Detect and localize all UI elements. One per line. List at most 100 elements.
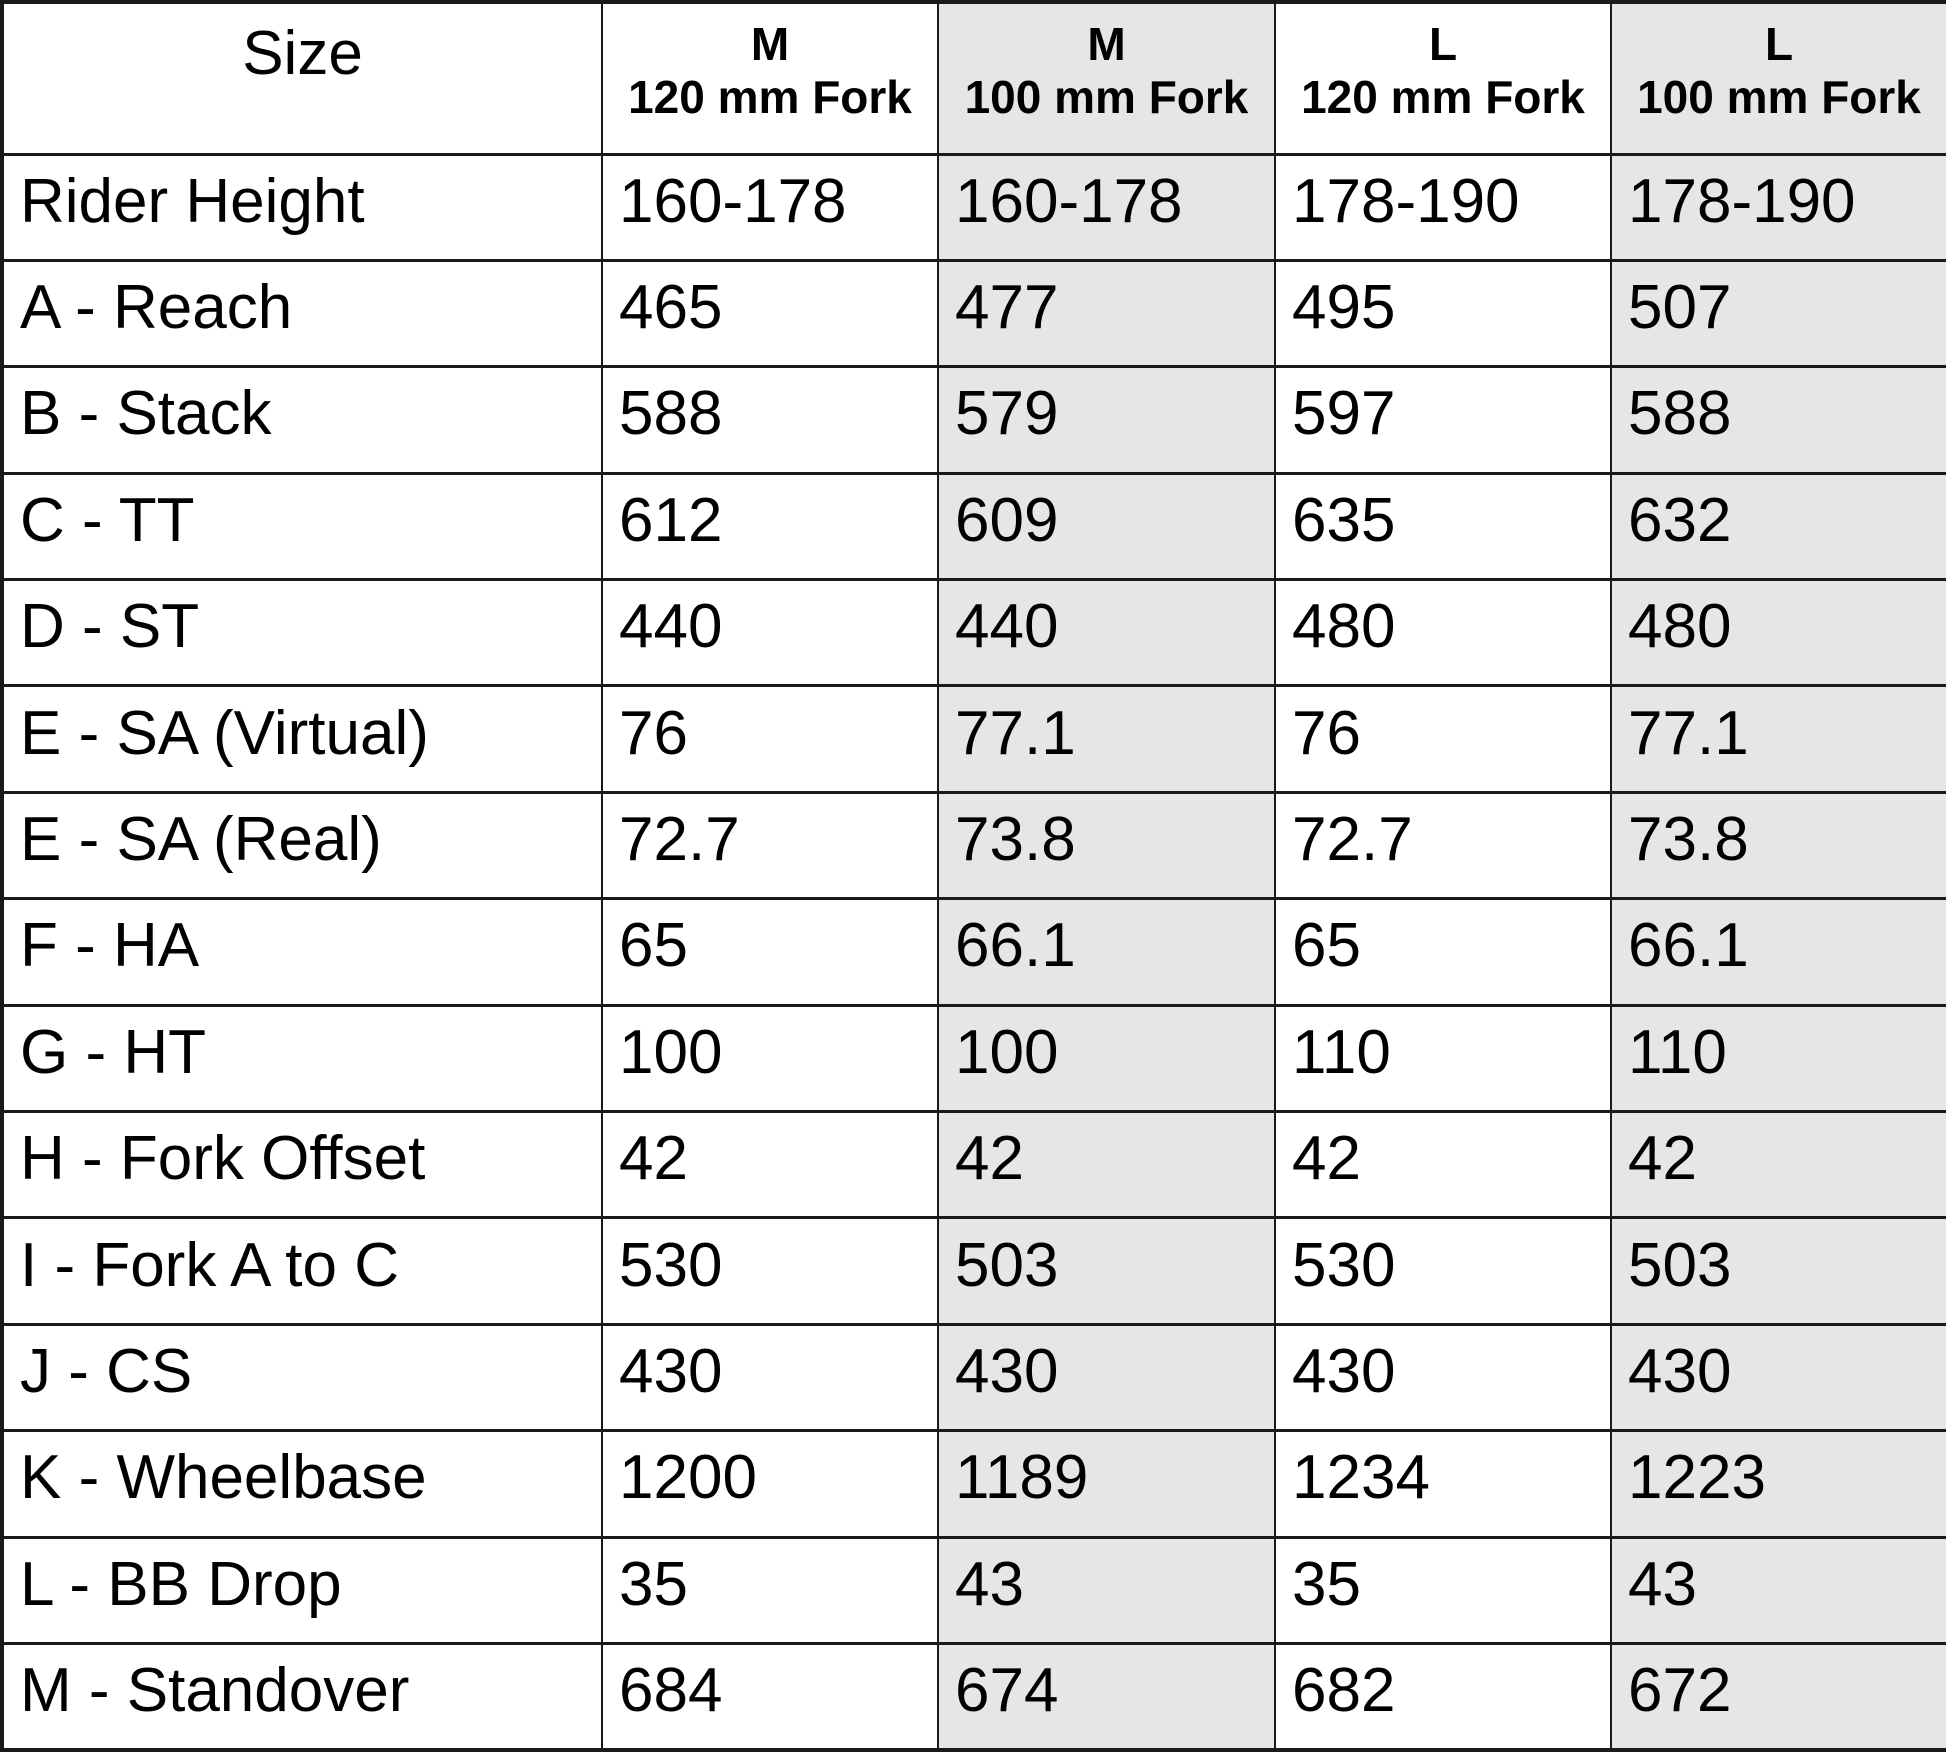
table-row: H - Fork Offset 42 42 42 42 [1, 1110, 1946, 1220]
cell-value: 35 [1274, 1535, 1612, 1645]
row-label: C - TT [1, 471, 603, 582]
cell-value: 597 [1274, 365, 1612, 475]
cell-value: 1189 [937, 1429, 1276, 1539]
cell-value: 430 [937, 1322, 1276, 1433]
cell-value: 430 [601, 1322, 939, 1433]
cell-value: 503 [1610, 1216, 1946, 1326]
cell-value: 480 [1274, 578, 1612, 688]
cell-value: 609 [937, 471, 1276, 582]
cell-value: 77.1 [1610, 684, 1946, 794]
column-header-fork-travel: 120 mm Fork [628, 71, 912, 123]
header-row: Size M 120 mm Fork M 100 mm Fork L 120 m… [1, 0, 1946, 156]
row-label: B - Stack [1, 365, 603, 475]
cell-value: 72.7 [1274, 790, 1612, 901]
column-header-m-120-mm-fork: M 120 mm Fork [601, 0, 939, 156]
table-row: G - HT 100 100 110 110 [1, 1003, 1946, 1114]
cell-value: 503 [937, 1216, 1276, 1326]
cell-value: 507 [1610, 258, 1946, 369]
cell-value: 42 [1610, 1110, 1946, 1220]
row-label: M - Standover [1, 1641, 603, 1752]
cell-value: 35 [601, 1535, 939, 1645]
cell-value: 160-178 [601, 152, 939, 262]
column-header-fork-travel: 120 mm Fork [1301, 71, 1585, 123]
cell-value: 73.8 [1610, 790, 1946, 901]
cell-value: 612 [601, 471, 939, 582]
cell-value: 588 [1610, 365, 1946, 475]
cell-value: 110 [1274, 1003, 1612, 1114]
cell-value: 73.8 [937, 790, 1276, 901]
row-label: E - SA (Real) [1, 790, 603, 901]
row-label: G - HT [1, 1003, 603, 1114]
cell-value: 530 [601, 1216, 939, 1326]
row-label: E - SA (Virtual) [1, 684, 603, 794]
table-row: A - Reach 465 477 495 507 [1, 258, 1946, 369]
cell-value: 495 [1274, 258, 1612, 369]
row-label: K - Wheelbase [1, 1429, 603, 1539]
table-row: E - SA (Virtual) 76 77.1 76 77.1 [1, 684, 1946, 794]
cell-value: 465 [601, 258, 939, 369]
cell-value: 42 [601, 1110, 939, 1220]
column-header-size-letter: M [1087, 18, 1126, 70]
cell-value: 674 [937, 1641, 1276, 1752]
cell-value: 110 [1610, 1003, 1946, 1114]
cell-value: 530 [1274, 1216, 1612, 1326]
row-label: I - Fork A to C [1, 1216, 603, 1326]
cell-value: 588 [601, 365, 939, 475]
cell-value: 1200 [601, 1429, 939, 1539]
table-row: C - TT 612 609 635 632 [1, 471, 1946, 582]
cell-value: 632 [1610, 471, 1946, 582]
cell-value: 42 [1274, 1110, 1612, 1220]
cell-value: 1223 [1610, 1429, 1946, 1539]
cell-value: 42 [937, 1110, 1276, 1220]
column-header-fork-travel: 100 mm Fork [1637, 71, 1921, 123]
table-row: B - Stack 588 579 597 588 [1, 365, 1946, 475]
cell-value: 76 [601, 684, 939, 794]
column-header-size-letter: L [1428, 18, 1458, 70]
cell-value: 65 [1274, 897, 1612, 1007]
cell-value: 682 [1274, 1641, 1612, 1752]
cell-value: 178-190 [1610, 152, 1946, 262]
cell-value: 440 [937, 578, 1276, 688]
table-row: L - BB Drop 35 43 35 43 [1, 1535, 1946, 1645]
table-row: E - SA (Real) 72.7 73.8 72.7 73.8 [1, 790, 1946, 901]
cell-value: 43 [1610, 1535, 1946, 1645]
cell-value: 43 [937, 1535, 1276, 1645]
table-row: J - CS 430 430 430 430 [1, 1322, 1946, 1433]
row-label: H - Fork Offset [1, 1110, 603, 1220]
cell-value: 440 [601, 578, 939, 688]
cell-value: 430 [1610, 1322, 1946, 1433]
column-header-size-letter: L [1764, 18, 1794, 70]
cell-value: 672 [1610, 1641, 1946, 1752]
table-row: F - HA 65 66.1 65 66.1 [1, 897, 1946, 1007]
cell-value: 579 [937, 365, 1276, 475]
row-label: A - Reach [1, 258, 603, 369]
cell-value: 65 [601, 897, 939, 1007]
cell-value: 76 [1274, 684, 1612, 794]
cell-value: 635 [1274, 471, 1612, 582]
column-header-m-100-mm-fork: M 100 mm Fork [937, 0, 1276, 156]
table-row: Rider Height 160-178 160-178 178-190 178-19… [1, 152, 1946, 262]
cell-value: 1234 [1274, 1429, 1612, 1539]
cell-value: 684 [601, 1641, 939, 1752]
cell-value: 66.1 [937, 897, 1276, 1007]
cell-value: 100 [601, 1003, 939, 1114]
column-header-size: Size [1, 0, 603, 156]
row-label: F - HA [1, 897, 603, 1007]
cell-value: 480 [1610, 578, 1946, 688]
table-row: D - ST 440 440 480 480 [1, 578, 1946, 688]
column-header-l-100-mm-fork: L 100 mm Fork [1610, 0, 1946, 156]
column-header-fork-travel: 100 mm Fork [964, 71, 1249, 123]
cell-value: 100 [937, 1003, 1276, 1114]
column-header-size-letter: M [750, 18, 790, 70]
cell-value: 66.1 [1610, 897, 1946, 1007]
table-row: I - Fork A to C 530 503 530 503 [1, 1216, 1946, 1326]
cell-value: 77.1 [937, 684, 1276, 794]
table-row: K - Wheelbase 1200 1189 1234 1223 [1, 1429, 1946, 1539]
row-label: Rider Height [1, 152, 603, 262]
cell-value: 160-178 [937, 152, 1276, 262]
cell-value: 72.7 [601, 790, 939, 901]
table-row: M - Standover 684 674 682 672 [1, 1641, 1946, 1752]
column-header-l-120-mm-fork: L 120 mm Fork [1274, 0, 1612, 156]
cell-value: 178-190 [1274, 152, 1612, 262]
